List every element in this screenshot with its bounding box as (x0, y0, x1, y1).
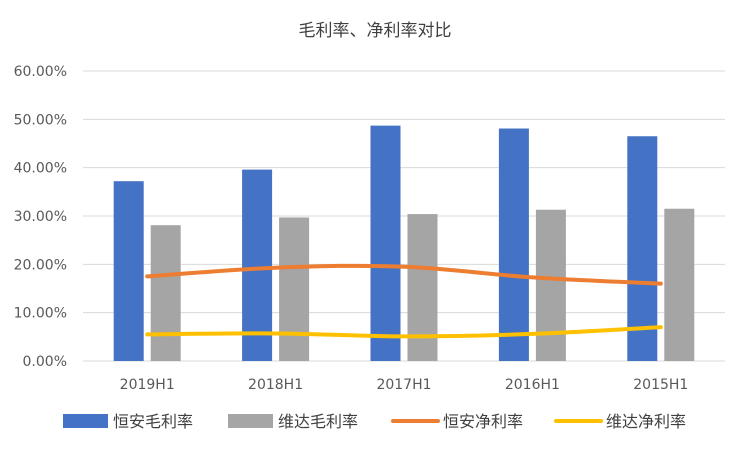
line-维达净利率 (145, 325, 663, 339)
y-tick-label: 60.00% (14, 64, 67, 80)
line-恒安净利率 (145, 263, 663, 286)
chart-title: 毛利率、净利率对比 (298, 21, 452, 41)
bar-维达毛利率 (664, 208, 695, 361)
y-tick-label: 40.00% (14, 161, 67, 177)
bar-恒安毛利率 (242, 169, 273, 361)
bar-恒安毛利率 (627, 136, 658, 361)
bar-维达毛利率 (535, 209, 566, 361)
y-tick-label: 30.00% (14, 209, 67, 225)
x-tick-label: 2017H1 (376, 377, 431, 393)
bar-恒安毛利率 (498, 128, 529, 361)
x-tick-label: 2019H1 (120, 377, 175, 393)
bar-恒安毛利率 (113, 181, 144, 361)
x-tick-label: 2018H1 (248, 377, 303, 393)
y-tick-label: 10.00% (14, 306, 67, 322)
legend-swatch (63, 414, 108, 428)
bar-维达毛利率 (150, 225, 181, 361)
legend-label: 维达净利率 (606, 412, 686, 431)
x-tick-label: 2016H1 (505, 377, 560, 393)
legend-label: 恒安净利率 (443, 412, 523, 431)
y-tick-label: 0.00% (23, 354, 67, 370)
y-tick-label: 50.00% (14, 112, 67, 128)
x-tick-label: 2015H1 (633, 377, 688, 393)
bar-维达毛利率 (279, 217, 310, 361)
y-tick-label: 20.00% (14, 257, 67, 273)
legend-label: 恒安毛利率 (113, 412, 193, 431)
legend-swatch (228, 414, 273, 428)
legend-label: 维达毛利率 (278, 412, 358, 431)
bar-恒安毛利率 (370, 125, 401, 361)
bar-维达毛利率 (407, 214, 438, 361)
